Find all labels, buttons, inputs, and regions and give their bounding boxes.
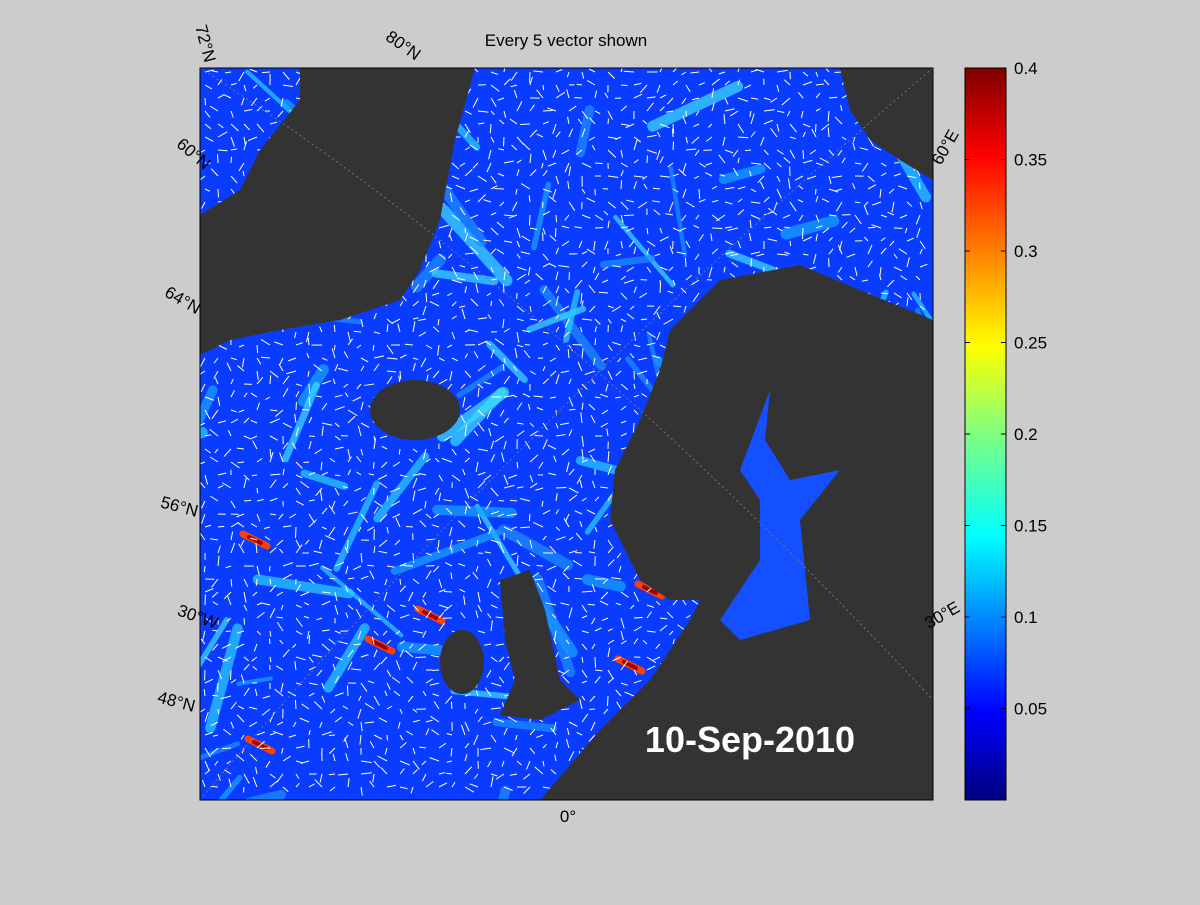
vector — [672, 129, 673, 137]
vector — [699, 189, 700, 199]
vector — [491, 301, 492, 306]
current-streak — [136, 433, 203, 455]
vector — [256, 579, 257, 586]
vector — [309, 635, 310, 644]
vector — [212, 695, 218, 696]
vector — [205, 98, 206, 105]
vector — [211, 786, 218, 787]
vector — [238, 462, 244, 463]
vector — [218, 526, 224, 527]
vector — [222, 748, 231, 749]
lat-label: 64°N — [162, 283, 204, 318]
vector — [218, 709, 219, 714]
colorbar — [965, 68, 1006, 800]
vector — [588, 604, 595, 605]
vector — [529, 215, 530, 226]
vector — [555, 228, 556, 237]
vector — [204, 566, 205, 572]
vector — [685, 258, 686, 267]
vector — [574, 578, 582, 579]
vector — [556, 487, 566, 488]
vector — [399, 449, 400, 455]
vector — [262, 72, 270, 73]
vector — [415, 657, 426, 658]
lat-label: 48°N — [156, 688, 198, 716]
vector — [738, 137, 748, 138]
vector — [270, 375, 271, 384]
vector — [257, 345, 258, 353]
vector — [490, 124, 491, 133]
ireland — [440, 630, 484, 694]
vector — [426, 293, 427, 302]
vector — [226, 631, 231, 632]
lon-label: 0° — [560, 807, 576, 826]
vector — [712, 228, 722, 229]
colorbar-tick-label: 0.3 — [1014, 242, 1038, 261]
vector — [599, 292, 608, 293]
vector — [556, 215, 557, 222]
vector — [334, 345, 335, 350]
vector — [243, 787, 244, 792]
vector — [543, 85, 544, 90]
vector — [621, 180, 622, 189]
vector — [244, 618, 245, 625]
vector — [815, 124, 816, 132]
vector — [244, 500, 251, 501]
current-streak — [480, 791, 505, 887]
vector — [633, 423, 634, 433]
vector — [745, 150, 751, 151]
vector — [803, 150, 804, 159]
vector — [347, 685, 348, 696]
vector — [309, 384, 310, 393]
vector — [269, 639, 270, 644]
vector — [347, 540, 348, 549]
vector — [634, 617, 643, 618]
vector — [499, 500, 504, 501]
vector — [595, 657, 596, 668]
vector — [621, 85, 627, 86]
vector — [543, 110, 553, 111]
colorbar-tick-label: 0.35 — [1014, 151, 1047, 170]
vector — [520, 124, 530, 125]
vector — [624, 215, 634, 216]
vector — [438, 540, 439, 548]
vector — [400, 371, 401, 379]
vector — [367, 565, 374, 566]
vector — [569, 409, 575, 410]
vector — [451, 702, 452, 709]
vector — [673, 306, 681, 307]
colorbar-tick-label: 0.4 — [1014, 59, 1038, 78]
vector — [510, 500, 517, 501]
vector — [387, 495, 388, 501]
map: 10-Sep-2010 — [136, 62, 973, 887]
vector — [573, 344, 582, 345]
colorbar-tick-label: 0.15 — [1014, 517, 1047, 536]
vector — [329, 735, 335, 736]
colorbar-tick-label: 0.25 — [1014, 334, 1047, 353]
lat-label: 72°N — [191, 23, 219, 65]
colorbar-tick-label: 0.2 — [1014, 425, 1038, 444]
title: Every 5 vector shown — [485, 31, 648, 50]
colorbar-tick-label: 0.1 — [1014, 608, 1038, 627]
vector — [257, 488, 258, 493]
iceland — [370, 380, 460, 440]
date-label: 10-Sep-2010 — [645, 719, 855, 760]
vector — [520, 527, 530, 528]
lat-label: 56°N — [159, 493, 201, 521]
vector — [881, 293, 887, 294]
vector — [444, 591, 452, 592]
vector — [529, 514, 530, 521]
vector — [295, 700, 296, 709]
vector — [252, 475, 257, 476]
vector — [330, 578, 335, 579]
lat-label: 80°N — [382, 27, 424, 64]
vector — [660, 282, 661, 293]
vector — [432, 670, 439, 671]
vector — [405, 344, 413, 345]
colorbar-tick-label: 0.05 — [1014, 700, 1047, 719]
vector — [561, 709, 569, 710]
